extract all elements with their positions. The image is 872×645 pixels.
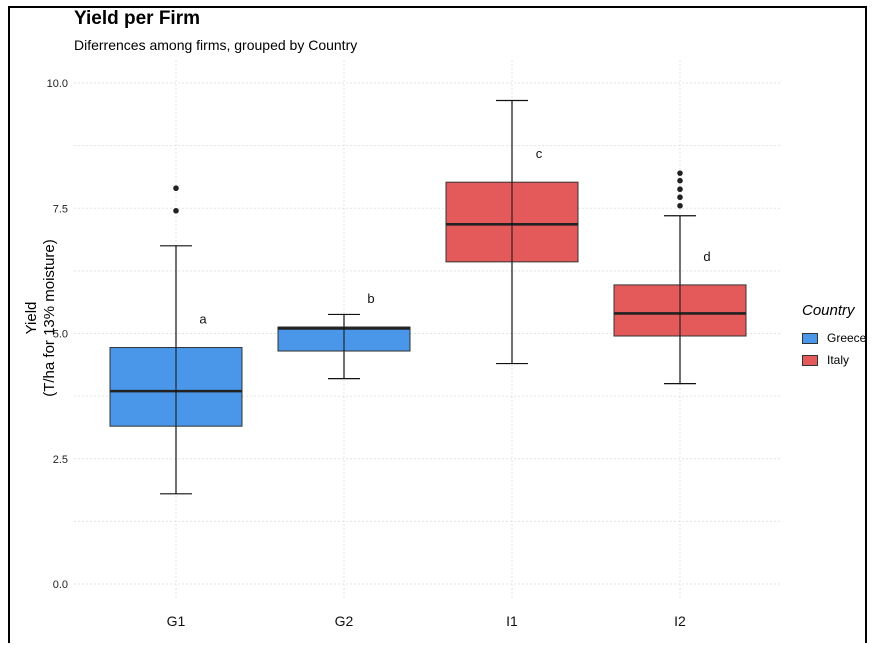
y-tick-labels: 0.0 2.5 5.0 7.5 10.0 xyxy=(47,78,68,591)
x-tick-label: G2 xyxy=(335,613,354,629)
box-g2: b xyxy=(277,291,411,380)
legend: Country Greece Italy xyxy=(802,302,866,371)
group-letter-label: c xyxy=(536,146,543,161)
chart-subtitle: Diferrences among firms, grouped by Coun… xyxy=(74,37,358,53)
legend-label-greece: Greece xyxy=(827,331,867,345)
y-tick-label: 0.0 xyxy=(53,579,68,591)
group-letter-label: d xyxy=(703,249,710,264)
outlier-point xyxy=(677,194,683,201)
chart-title: Yield per Firm xyxy=(74,8,200,29)
y-tick-label: 2.5 xyxy=(53,454,68,466)
group-letter-label: a xyxy=(199,312,207,327)
legend-label-italy: Italy xyxy=(827,353,850,367)
y-axis-label-line1: Yield xyxy=(23,302,40,335)
y-tick-label: 10.0 xyxy=(47,78,68,90)
y-axis-label-line2: (T/ha for 13% moisture) xyxy=(41,239,58,397)
x-tick-label: I2 xyxy=(674,613,686,629)
legend-title: Country xyxy=(802,302,855,319)
outlier-point xyxy=(173,185,179,192)
outlier-point xyxy=(677,170,683,176)
y-axis-label: Yield (T/ha for 13% moisture) xyxy=(23,239,58,397)
x-tick-label: G1 xyxy=(167,613,186,629)
legend-key-greece xyxy=(802,332,818,344)
outlier-point xyxy=(173,207,179,214)
x-tick-label: I1 xyxy=(506,613,518,629)
outlier-point xyxy=(677,177,683,184)
legend-key-italy xyxy=(802,354,818,366)
legend-item-italy: Italy xyxy=(802,349,866,371)
chart-frame xyxy=(8,6,867,643)
box-g1: a xyxy=(109,185,243,495)
group-letter-label: b xyxy=(367,291,374,306)
box-i1: c xyxy=(445,99,579,365)
outlier-point xyxy=(677,202,683,209)
box-plots: a b c d xyxy=(109,99,747,495)
x-tick-labels: G1 G2 I1 I2 xyxy=(167,613,686,629)
box-i2: d xyxy=(613,170,747,385)
outlier-point xyxy=(677,186,683,193)
legend-item-greece: Greece xyxy=(802,327,866,349)
y-tick-label: 7.5 xyxy=(53,203,68,215)
y-tick-label: 5.0 xyxy=(53,329,68,341)
